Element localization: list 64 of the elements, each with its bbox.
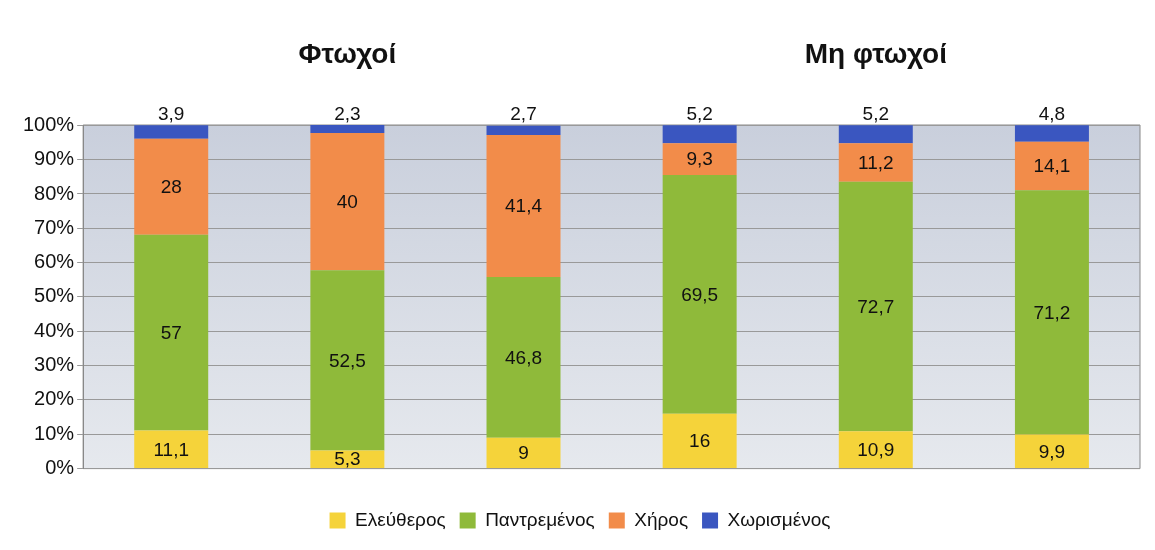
- data-label: 10,9: [857, 438, 895, 460]
- bar: [486, 125, 561, 135]
- data-label: 5,3: [334, 448, 361, 470]
- bar: [838, 181, 913, 432]
- y-tick-label: 70%: [34, 215, 75, 238]
- data-label: 69,5: [681, 283, 719, 305]
- data-label: 46,8: [505, 346, 542, 368]
- data-label: 72,7: [857, 295, 895, 317]
- y-tick-label: 60%: [34, 250, 75, 273]
- y-tick-label: 80%: [34, 181, 75, 204]
- y-tick-label: 0%: [45, 456, 75, 479]
- bar: [838, 143, 913, 182]
- bar: [134, 138, 209, 235]
- data-label: 9: [518, 442, 529, 464]
- bar: [310, 132, 385, 271]
- bar: [1014, 190, 1089, 435]
- y-tick-label: 50%: [34, 284, 75, 307]
- bar: [1014, 434, 1089, 469]
- data-label: 11,2: [858, 151, 894, 173]
- data-label: 71,2: [1033, 301, 1071, 323]
- data-label: 5,2: [862, 103, 889, 125]
- bar: [310, 125, 385, 133]
- data-label: 3,9: [158, 103, 185, 125]
- bar: [1014, 125, 1089, 142]
- text: Φτωχοί: [298, 37, 397, 69]
- legend-label: Χήρος: [634, 508, 689, 530]
- bar: [838, 431, 913, 469]
- bar: [486, 437, 561, 469]
- bar: [134, 430, 209, 469]
- data-label: 2,3: [334, 102, 361, 124]
- legend-label: Χωρισμένος: [727, 508, 831, 530]
- bar: [662, 143, 737, 176]
- y-tick-label: 90%: [34, 147, 75, 170]
- data-label: 40: [336, 190, 358, 212]
- legend-label: Ελεύθερος: [355, 508, 446, 530]
- bar: [134, 125, 209, 139]
- bar: [662, 413, 737, 469]
- data-label: 5,2: [686, 103, 713, 125]
- bar: [486, 134, 561, 278]
- data-label: 28: [160, 176, 182, 198]
- bar: [1014, 141, 1089, 191]
- data-label: 41,4: [505, 195, 543, 217]
- data-label: 2,7: [510, 103, 537, 125]
- y-tick-label: 10%: [34, 421, 75, 444]
- data-label: 4,8: [1038, 103, 1066, 125]
- data-label: 9,9: [1038, 440, 1066, 462]
- y-tick-label: 40%: [34, 318, 75, 341]
- data-label: 52,5: [328, 349, 366, 371]
- data-label: 57: [160, 321, 182, 343]
- bar: [662, 175, 737, 414]
- data-label: 9,3: [686, 148, 713, 170]
- bar: [486, 277, 561, 438]
- y-tick-label: 20%: [34, 387, 75, 410]
- bar: [310, 270, 385, 451]
- data-label: 16: [689, 430, 711, 452]
- legend-label: Παντρεμένος: [485, 508, 595, 530]
- data-label: 14,1: [1033, 155, 1071, 177]
- text: Μη φτωχοί: [804, 37, 947, 69]
- bar: [662, 125, 737, 144]
- y-tick-label: 30%: [34, 353, 75, 376]
- bar: [838, 125, 913, 144]
- data-label: 11,1: [153, 438, 190, 460]
- y-tick-label: 100%: [23, 112, 75, 135]
- bar: [134, 234, 209, 431]
